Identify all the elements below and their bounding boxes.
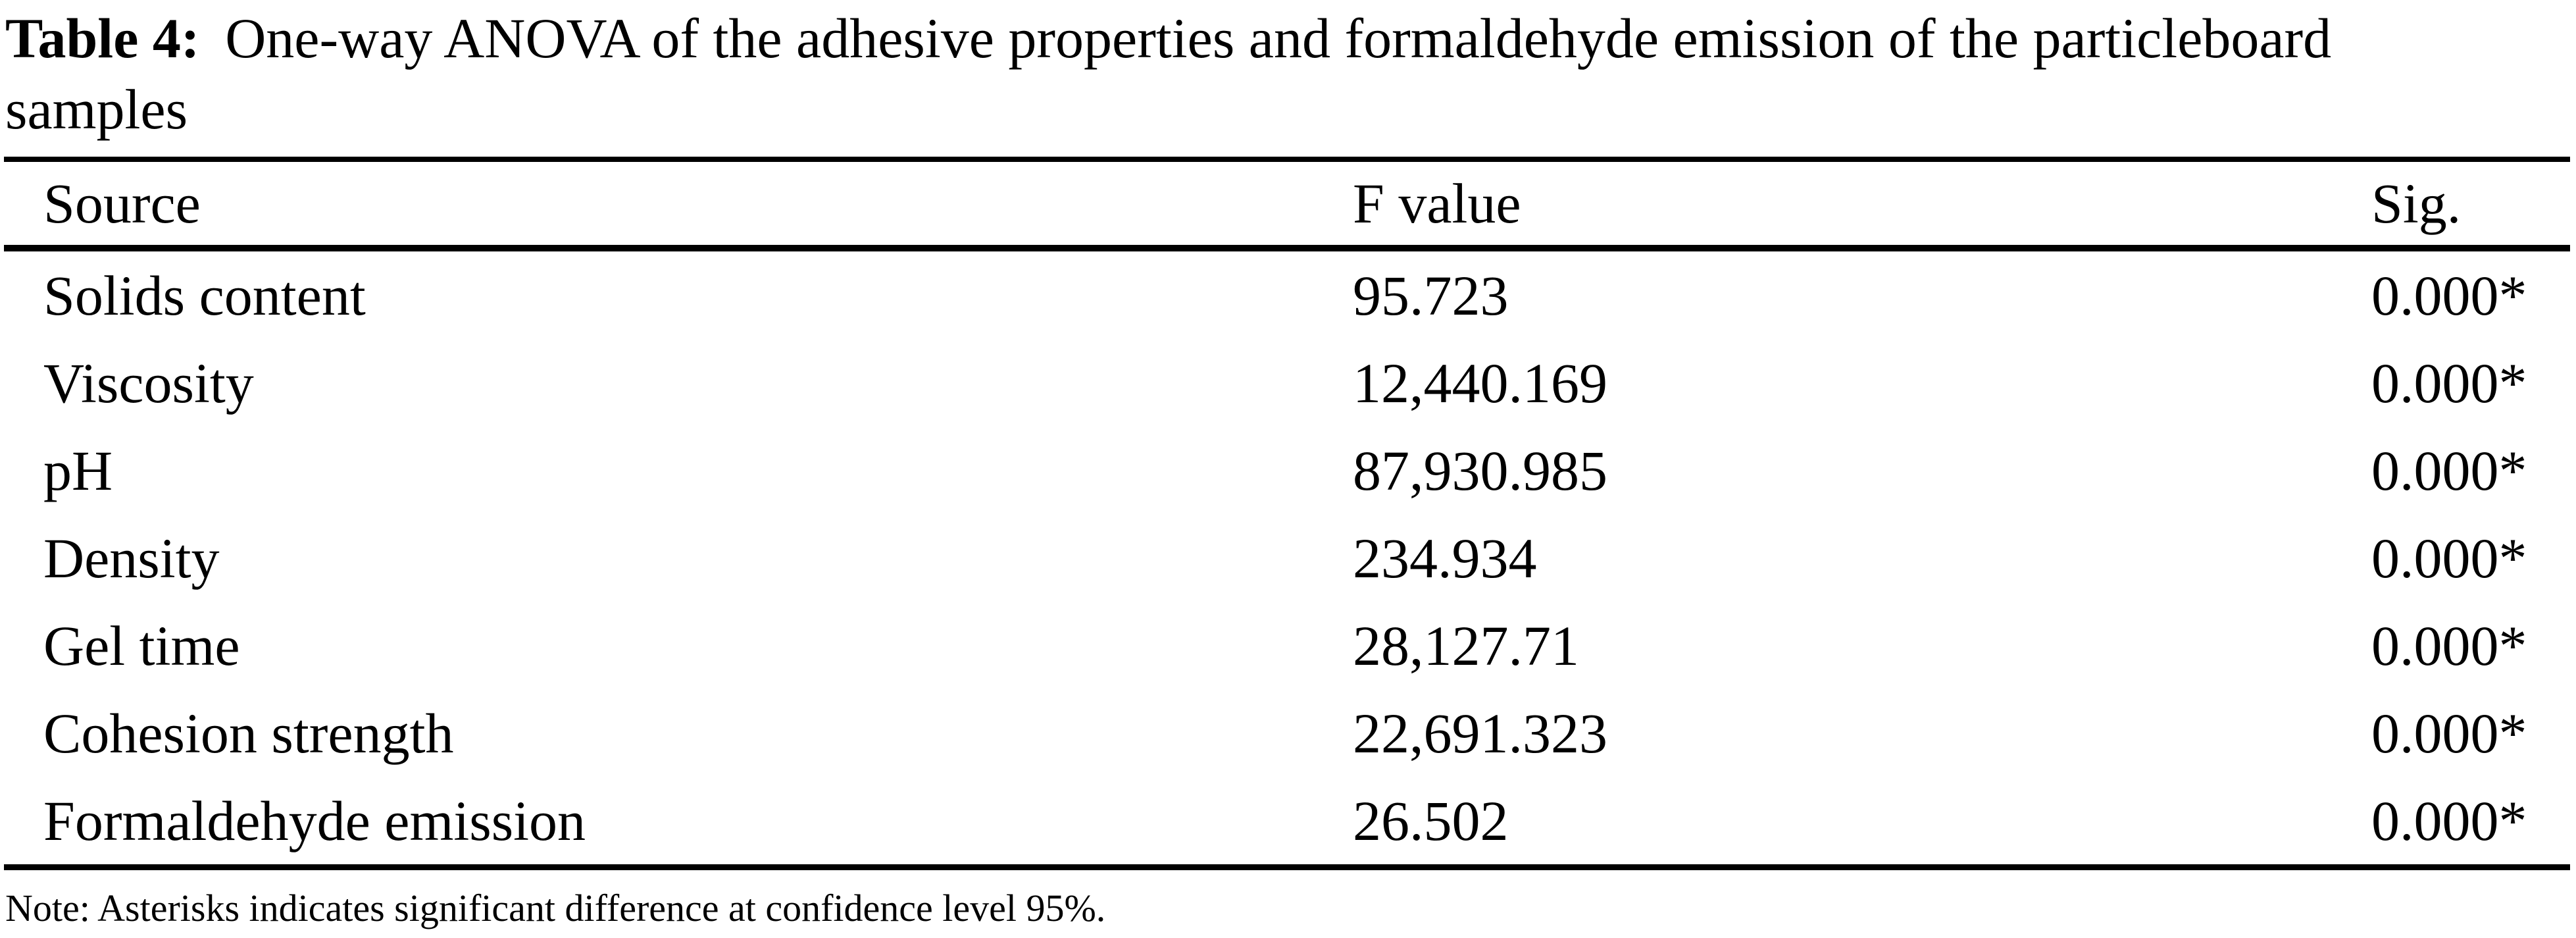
table-row: pH 87,930.985 0.000* [4,427,2570,514]
f-value-cell: 234.934 [1353,526,1537,590]
f-value-cell: 22,691.323 [1353,701,1607,765]
table-row: Formaldehyde emission 26.502 0.000* [4,777,2570,868]
column-header-f-value: F value [1353,159,2371,251]
f-value-cell: 87,930.985 [1353,438,1607,502]
table-row: Gel time 28,127.71 0.000* [4,602,2570,689]
table-number-label: Table 4: [5,7,200,70]
table-row: Density 234.934 0.000* [4,514,2570,602]
f-value-cell: 95.723 [1353,263,1509,327]
source-cell: Gel time [43,613,240,677]
table-footnote: Note: Asterisks indicates significant di… [5,887,1106,929]
sig-cell: 0.000* [2371,701,2527,765]
table-caption-line2: samples [5,78,188,141]
sig-cell: 0.000* [2371,351,2527,415]
anova-table: Source F value Sig. Solids content 95.72… [4,157,2570,870]
f-value-cell: 12,440.169 [1353,351,1607,415]
sig-cell: 0.000* [2371,263,2527,327]
table-caption-line1: One-way ANOVA of the adhesive properties… [225,7,2332,70]
sig-cell: 0.000* [2371,789,2527,852]
f-value-cell: 28,127.71 [1353,613,1579,677]
f-value-cell: 26.502 [1353,789,1509,852]
source-cell: Density [43,526,220,590]
table-caption: Table 4: One-way ANOVA of the adhesive pr… [5,3,2576,145]
table-row: Cohesion strength 22,691.323 0.000* [4,689,2570,777]
table-header-row: Source F value Sig. [4,159,2570,251]
sig-cell: 0.000* [2371,438,2527,502]
source-cell: Cohesion strength [43,701,454,765]
table-row: Viscosity 12,440.169 0.000* [4,339,2570,427]
column-header-sig: Sig. [2371,159,2570,251]
source-cell: Formaldehyde emission [43,789,586,852]
table-row: Solids content 95.723 0.000* [4,248,2570,339]
source-cell: Viscosity [43,351,254,415]
source-cell: Solids content [43,263,366,327]
source-cell: pH [43,438,113,502]
sig-cell: 0.000* [2371,613,2527,677]
column-header-source: Source [4,159,1353,251]
sig-cell: 0.000* [2371,526,2527,590]
